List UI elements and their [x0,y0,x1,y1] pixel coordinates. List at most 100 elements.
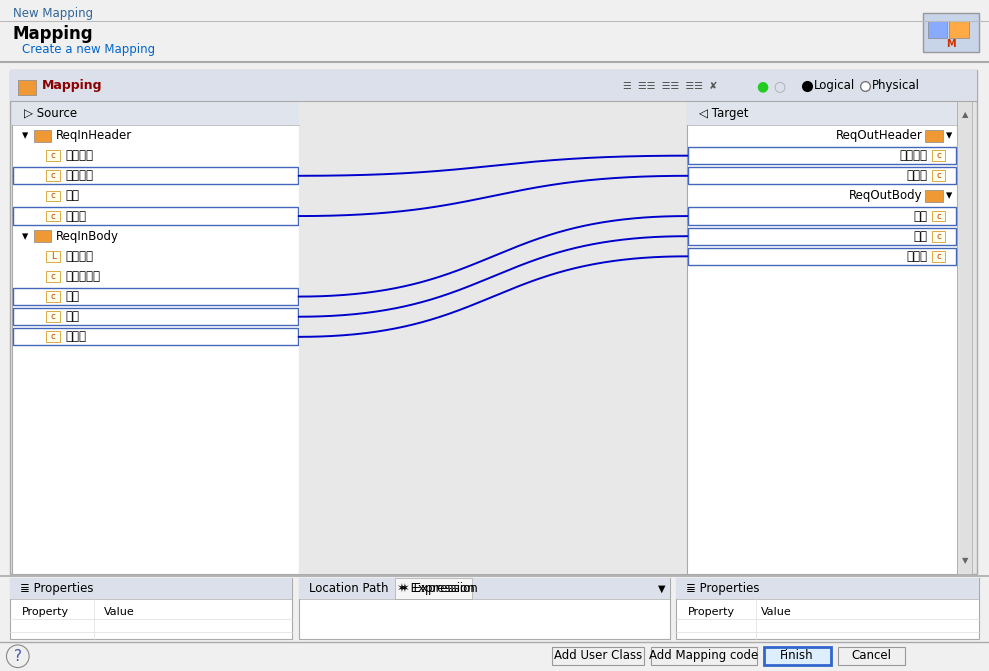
FancyBboxPatch shape [688,227,956,245]
FancyBboxPatch shape [932,231,945,242]
FancyBboxPatch shape [687,101,957,574]
FancyBboxPatch shape [552,647,644,665]
Text: ReqInHeader: ReqInHeader [55,129,132,142]
Text: 이름: 이름 [65,290,79,303]
FancyBboxPatch shape [46,331,60,342]
FancyBboxPatch shape [10,578,292,639]
Text: 아이디: 아이디 [907,169,928,183]
FancyBboxPatch shape [18,80,36,95]
FancyBboxPatch shape [10,70,977,101]
Text: New Mapping: New Mapping [13,7,93,20]
FancyBboxPatch shape [46,211,60,221]
Text: ▼: ▼ [658,584,666,593]
Text: c: c [936,231,942,241]
Text: c: c [936,252,942,261]
FancyBboxPatch shape [46,271,60,282]
Text: Value: Value [104,607,135,617]
FancyBboxPatch shape [13,308,298,325]
FancyBboxPatch shape [46,251,60,262]
Text: ≣ Properties: ≣ Properties [686,582,760,595]
FancyBboxPatch shape [46,291,60,302]
Text: ?: ? [14,649,22,664]
Text: ▾: ▾ [945,129,951,142]
FancyBboxPatch shape [688,248,956,265]
FancyBboxPatch shape [12,101,299,125]
FancyBboxPatch shape [932,211,945,221]
Text: 담당자번호: 담당자번호 [65,270,100,283]
Text: 날짜: 날짜 [65,189,79,203]
Text: 계정: 계정 [65,310,79,323]
Text: 이름: 이름 [914,209,928,223]
FancyBboxPatch shape [13,167,298,185]
Text: ReqOutHeader: ReqOutHeader [836,129,923,142]
Text: 거래코드: 거래코드 [900,149,928,162]
Text: ◁ Target: ◁ Target [699,107,749,120]
FancyBboxPatch shape [676,578,979,639]
FancyBboxPatch shape [932,251,945,262]
FancyBboxPatch shape [957,101,972,574]
Text: c: c [50,191,56,201]
FancyBboxPatch shape [299,578,670,639]
Text: 데이터: 데이터 [907,250,928,263]
Text: c: c [936,211,942,221]
Text: 지점번호: 지점번호 [65,250,93,263]
FancyBboxPatch shape [838,647,905,665]
Text: c: c [50,211,56,221]
FancyBboxPatch shape [46,150,60,161]
Text: c: c [936,151,942,160]
Text: ▾: ▾ [22,129,28,142]
FancyBboxPatch shape [651,647,757,665]
Text: ▾: ▾ [945,189,951,203]
FancyBboxPatch shape [12,101,299,574]
Text: ✶ Expression: ✶ Expression [400,582,478,595]
Text: 계정: 계정 [914,229,928,243]
FancyBboxPatch shape [299,578,670,599]
FancyBboxPatch shape [13,207,298,225]
FancyBboxPatch shape [925,130,943,142]
Text: Finish: Finish [780,650,814,662]
FancyBboxPatch shape [10,578,292,599]
FancyBboxPatch shape [299,101,704,574]
Text: Create a new Mapping: Create a new Mapping [22,43,155,56]
Text: c: c [50,151,56,160]
Text: Property: Property [22,607,69,617]
Text: Logical: Logical [814,79,855,93]
Text: ☰  ☰☰  ☰☰  ☰☰  ✘: ☰ ☰☰ ☰☰ ☰☰ ✘ [623,81,717,91]
FancyBboxPatch shape [688,167,956,185]
Text: ▾: ▾ [22,229,28,243]
Text: ●: ● [757,79,768,93]
FancyBboxPatch shape [764,647,831,665]
Text: Mapping: Mapping [13,25,94,42]
Text: ≣ Properties: ≣ Properties [20,582,93,595]
FancyBboxPatch shape [34,230,51,242]
Text: M: M [946,40,956,49]
Text: Add User Class: Add User Class [554,650,642,662]
FancyBboxPatch shape [10,70,977,574]
Text: ✶ Expression: ✶ Expression [397,582,475,595]
FancyBboxPatch shape [928,21,947,38]
Text: 아이디: 아이디 [65,209,86,223]
Text: Value: Value [761,607,791,617]
Text: Physical: Physical [872,79,921,93]
FancyBboxPatch shape [13,328,298,346]
Text: Property: Property [688,607,736,617]
FancyBboxPatch shape [687,101,957,125]
FancyBboxPatch shape [676,578,979,599]
Text: c: c [50,312,56,321]
FancyBboxPatch shape [932,170,945,181]
FancyBboxPatch shape [923,13,979,52]
FancyBboxPatch shape [932,150,945,161]
FancyBboxPatch shape [395,578,472,599]
Text: c: c [50,171,56,180]
FancyBboxPatch shape [13,288,298,305]
Text: ▷ Source: ▷ Source [24,107,77,120]
Text: Add Mapping code: Add Mapping code [649,650,759,662]
FancyBboxPatch shape [46,170,60,181]
Text: ○: ○ [773,79,785,93]
Text: ▼: ▼ [961,556,968,565]
Text: ReqInBody: ReqInBody [55,229,119,243]
Text: 종별코드: 종별코드 [65,149,93,162]
Text: c: c [50,332,56,342]
Text: L: L [50,252,56,261]
FancyBboxPatch shape [925,190,943,202]
